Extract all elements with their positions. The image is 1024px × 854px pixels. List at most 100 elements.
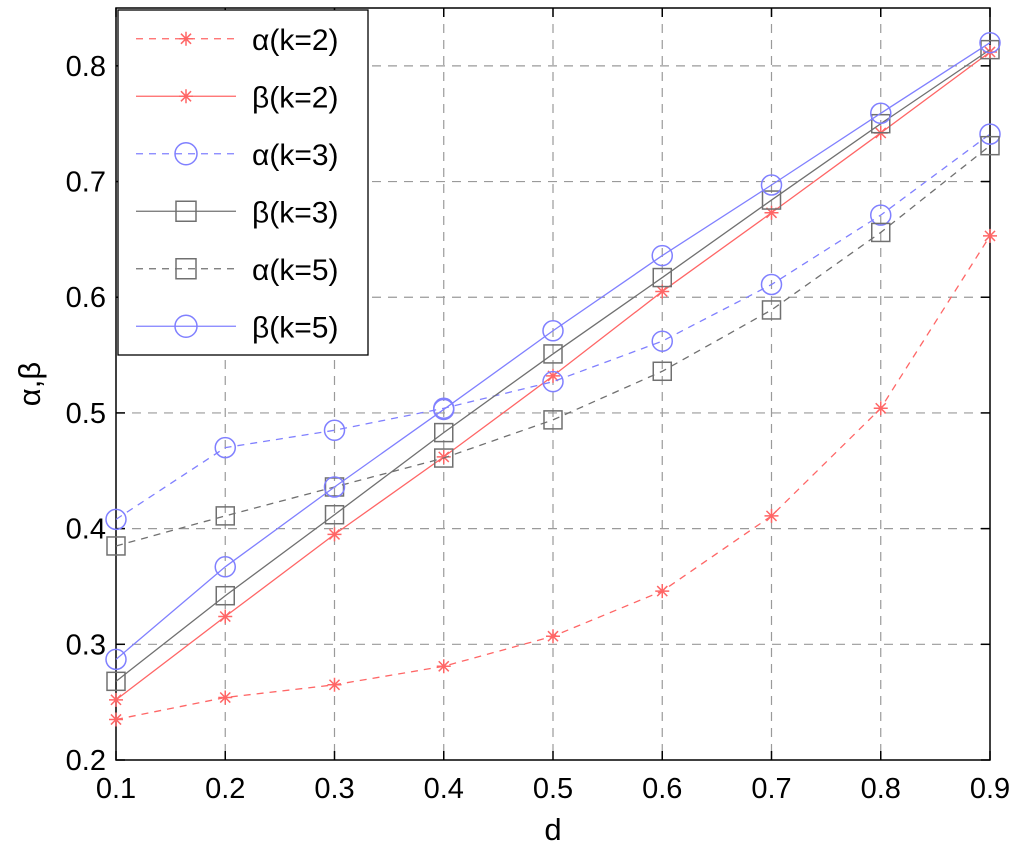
legend-label: β(k=5) [252, 311, 338, 344]
circle-marker [760, 174, 783, 196]
x-tick-label: 0.2 [205, 773, 245, 805]
square-marker [324, 504, 345, 525]
asterisk-marker [327, 527, 342, 542]
circle-marker [214, 436, 236, 459]
circle-marker [979, 31, 1001, 54]
series-line [115, 49, 991, 682]
y-tick-label: 0.6 [66, 282, 106, 314]
square-marker [761, 190, 782, 210]
asterisk-marker [983, 228, 997, 243]
circle-marker [174, 314, 198, 338]
series-4 [106, 39, 1000, 692]
y-tick-label: 0.3 [66, 629, 106, 661]
x-tick-label: 0.6 [642, 773, 682, 805]
asterisk-marker [109, 692, 123, 707]
series-3 [105, 123, 1001, 531]
circle-marker [760, 273, 783, 296]
legend-item: β(k=3) [136, 196, 338, 229]
circle-marker [433, 398, 455, 421]
legend-item: α(k=3) [136, 139, 339, 172]
square-marker [543, 344, 563, 364]
y-tick-label: 0.7 [66, 167, 106, 199]
asterisk-marker [218, 609, 233, 624]
legend-item: α(k=5) [136, 254, 339, 287]
square-marker [543, 410, 563, 430]
legend-label: β(k=2) [252, 81, 338, 114]
square-marker [215, 506, 235, 526]
square-marker [434, 448, 454, 468]
y-axis-ticks: 0.2 0.3 0.4 0.5 0.6 0.7 0.8 [66, 51, 990, 777]
circle-marker [214, 556, 236, 578]
asterisk-marker [436, 659, 451, 674]
x-tick-label: 0.1 [96, 773, 136, 805]
series-line [115, 145, 991, 547]
x-tick-label: 0.8 [861, 773, 901, 805]
series-1 [109, 228, 997, 727]
legend-item: α(k=2) [136, 24, 339, 57]
legend-label: α(k=2) [252, 24, 339, 57]
x-tick-label: 0.9 [970, 773, 1010, 805]
y-tick-label: 0.8 [66, 51, 106, 83]
series-6 [105, 31, 1001, 671]
square-marker [871, 222, 891, 243]
asterisk-marker [764, 205, 779, 220]
circle-marker [870, 204, 892, 226]
legend-label: α(k=5) [252, 254, 339, 287]
square-marker [652, 267, 672, 288]
asterisk-marker [764, 508, 779, 523]
legend-box [117, 9, 369, 356]
circle-marker [174, 142, 198, 166]
legend-label: α(k=3) [252, 139, 339, 172]
circle-marker [651, 244, 673, 267]
x-tick-label: 0.5 [533, 773, 573, 805]
asterisk-marker [436, 449, 451, 464]
square-marker [980, 39, 1000, 60]
circle-marker [651, 330, 673, 352]
square-marker [871, 113, 891, 134]
square-marker [106, 536, 126, 556]
series-group [105, 31, 1001, 727]
asterisk-marker [873, 401, 888, 416]
circle-marker [542, 370, 564, 393]
x-tick-label: 0.3 [314, 773, 354, 805]
square-marker [980, 135, 1000, 156]
square-marker [761, 300, 782, 320]
series-5 [106, 135, 1000, 556]
square-marker [175, 258, 197, 280]
asterisk-marker [109, 712, 123, 727]
y-tick-label: 0.2 [66, 745, 106, 777]
x-tick-label: 0.7 [751, 773, 791, 805]
circle-marker [323, 419, 346, 442]
circle-marker [105, 648, 127, 671]
square-marker [324, 477, 345, 497]
asterisk-marker [218, 690, 233, 705]
series-line [115, 42, 991, 660]
square-marker [215, 585, 235, 606]
y-axis-label: α,β [12, 362, 47, 406]
legend-item: β(k=5) [136, 311, 338, 344]
y-tick-label: 0.4 [66, 514, 106, 546]
square-marker [434, 422, 454, 443]
square-marker [175, 200, 197, 222]
asterisk-marker [179, 89, 193, 104]
circle-marker [542, 320, 564, 342]
asterisk-marker [179, 31, 193, 46]
x-tick-label: 0.4 [424, 773, 464, 805]
x-axis-label: d [544, 812, 561, 847]
asterisk-marker [546, 368, 560, 383]
asterisk-marker [655, 284, 670, 299]
legend-label: β(k=3) [252, 196, 338, 229]
square-marker [106, 671, 126, 692]
asterisk-marker [546, 629, 560, 644]
asterisk-marker [327, 677, 342, 692]
circle-marker [323, 476, 346, 498]
circle-marker [870, 102, 892, 125]
legend-item: β(k=2) [136, 81, 338, 114]
y-tick-label: 0.5 [66, 398, 106, 430]
x-axis-ticks: 0.1 0.2 0.3 0.4 0.5 0.6 0.7 0.8 0.9 [96, 8, 1010, 805]
asterisk-marker [655, 584, 670, 599]
legend: α(k=2) β(k=2) α(k=3) β(k=3) α(k=5) β(k=5) [117, 9, 369, 356]
circle-marker [979, 123, 1001, 145]
square-marker [652, 361, 672, 382]
